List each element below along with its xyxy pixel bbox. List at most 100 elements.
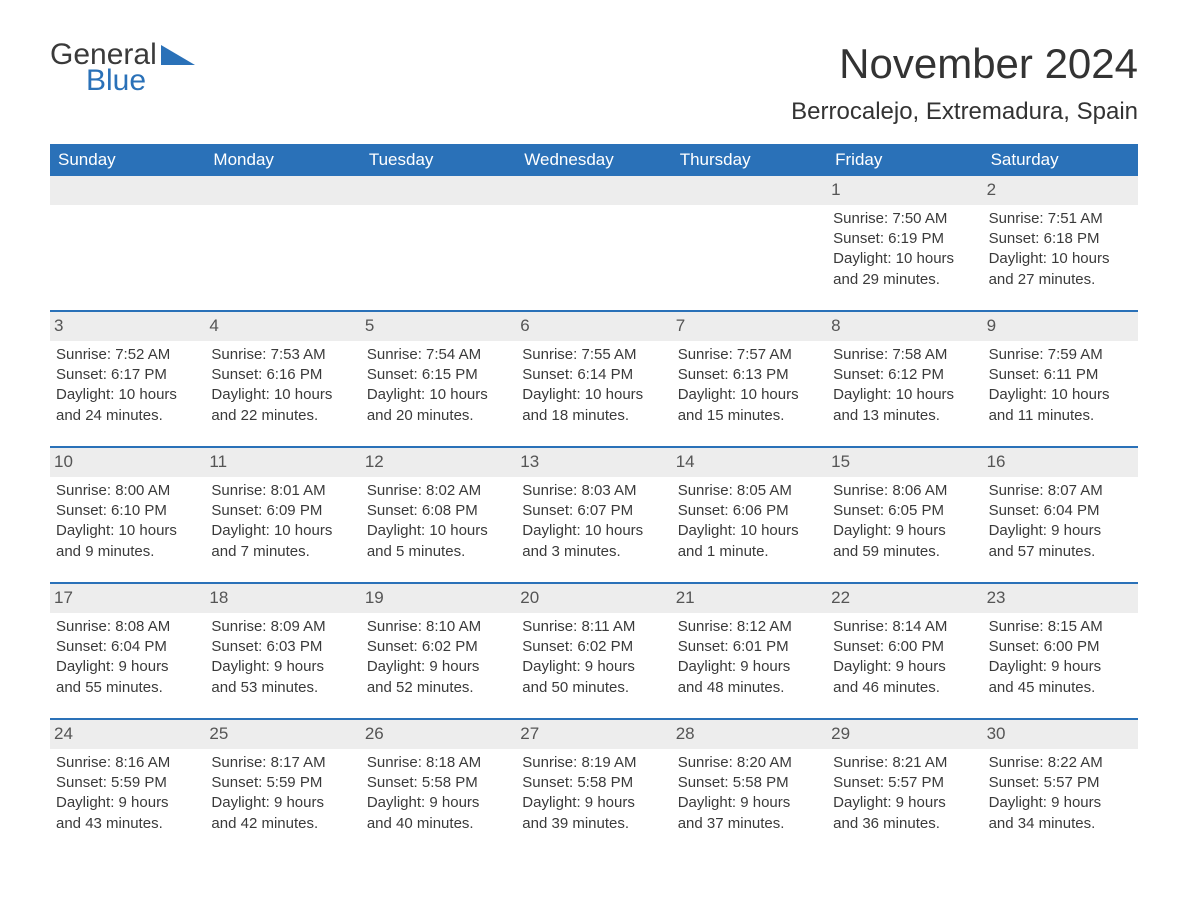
daylight-line-1: Daylight: 10 hours bbox=[56, 385, 199, 405]
daylight-line-1: Daylight: 9 hours bbox=[833, 793, 976, 813]
daylight-line-1: Daylight: 9 hours bbox=[522, 657, 665, 677]
daylight-line-2: and 24 minutes. bbox=[56, 406, 199, 426]
daylight-line-1: Daylight: 10 hours bbox=[833, 249, 976, 269]
sunrise-line: Sunrise: 8:07 AM bbox=[989, 481, 1132, 501]
sunrise-line: Sunrise: 7:53 AM bbox=[211, 345, 354, 365]
sunrise-line: Sunrise: 8:01 AM bbox=[211, 481, 354, 501]
sunset-line: Sunset: 6:07 PM bbox=[522, 501, 665, 521]
sunset-line: Sunset: 6:03 PM bbox=[211, 637, 354, 657]
daylight-line-1: Daylight: 10 hours bbox=[989, 385, 1132, 405]
calendar-day-cell: 10Sunrise: 8:00 AMSunset: 6:10 PMDayligh… bbox=[50, 448, 205, 568]
daylight-line-1: Daylight: 10 hours bbox=[678, 521, 821, 541]
day-number bbox=[361, 176, 516, 205]
daylight-line-2: and 50 minutes. bbox=[522, 678, 665, 698]
sunset-line: Sunset: 6:18 PM bbox=[989, 229, 1132, 249]
sunrise-line: Sunrise: 7:50 AM bbox=[833, 209, 976, 229]
daylight-line-1: Daylight: 10 hours bbox=[678, 385, 821, 405]
calendar-day-cell: 20Sunrise: 8:11 AMSunset: 6:02 PMDayligh… bbox=[516, 584, 671, 704]
sunrise-line: Sunrise: 8:18 AM bbox=[367, 753, 510, 773]
daylight-line-1: Daylight: 10 hours bbox=[989, 249, 1132, 269]
sunset-line: Sunset: 6:11 PM bbox=[989, 365, 1132, 385]
daylight-line-2: and 52 minutes. bbox=[367, 678, 510, 698]
calendar-day-cell: 21Sunrise: 8:12 AMSunset: 6:01 PMDayligh… bbox=[672, 584, 827, 704]
daylight-line-2: and 22 minutes. bbox=[211, 406, 354, 426]
daylight-line-1: Daylight: 9 hours bbox=[367, 793, 510, 813]
daylight-line-2: and 11 minutes. bbox=[989, 406, 1132, 426]
sunrise-line: Sunrise: 8:00 AM bbox=[56, 481, 199, 501]
sunset-line: Sunset: 6:06 PM bbox=[678, 501, 821, 521]
daylight-line-1: Daylight: 10 hours bbox=[211, 521, 354, 541]
sunrise-line: Sunrise: 8:06 AM bbox=[833, 481, 976, 501]
sunset-line: Sunset: 6:16 PM bbox=[211, 365, 354, 385]
weekday-header: Friday bbox=[827, 144, 982, 176]
sunrise-line: Sunrise: 7:54 AM bbox=[367, 345, 510, 365]
calendar-day-cell: 19Sunrise: 8:10 AMSunset: 6:02 PMDayligh… bbox=[361, 584, 516, 704]
sunset-line: Sunset: 6:19 PM bbox=[833, 229, 976, 249]
calendar-day-cell bbox=[361, 176, 516, 296]
sunrise-line: Sunrise: 8:16 AM bbox=[56, 753, 199, 773]
sunset-line: Sunset: 6:14 PM bbox=[522, 365, 665, 385]
weekday-header-row: SundayMondayTuesdayWednesdayThursdayFrid… bbox=[50, 144, 1138, 176]
daylight-line-1: Daylight: 10 hours bbox=[56, 521, 199, 541]
daylight-line-1: Daylight: 9 hours bbox=[989, 657, 1132, 677]
calendar-day-cell: 27Sunrise: 8:19 AMSunset: 5:58 PMDayligh… bbox=[516, 720, 671, 840]
daylight-line-1: Daylight: 9 hours bbox=[56, 657, 199, 677]
calendar-day-cell: 23Sunrise: 8:15 AMSunset: 6:00 PMDayligh… bbox=[983, 584, 1138, 704]
sunset-line: Sunset: 6:02 PM bbox=[522, 637, 665, 657]
daylight-line-1: Daylight: 9 hours bbox=[833, 521, 976, 541]
sunset-line: Sunset: 5:57 PM bbox=[989, 773, 1132, 793]
day-number: 5 bbox=[361, 312, 516, 341]
calendar-week: 17Sunrise: 8:08 AMSunset: 6:04 PMDayligh… bbox=[50, 582, 1138, 704]
daylight-line-2: and 39 minutes. bbox=[522, 814, 665, 834]
day-number: 2 bbox=[983, 176, 1138, 205]
sunset-line: Sunset: 5:58 PM bbox=[678, 773, 821, 793]
calendar-day-cell: 1Sunrise: 7:50 AMSunset: 6:19 PMDaylight… bbox=[827, 176, 982, 296]
daylight-line-1: Daylight: 9 hours bbox=[989, 793, 1132, 813]
day-number: 21 bbox=[672, 584, 827, 613]
calendar-day-cell: 22Sunrise: 8:14 AMSunset: 6:00 PMDayligh… bbox=[827, 584, 982, 704]
sunset-line: Sunset: 6:01 PM bbox=[678, 637, 821, 657]
day-number: 16 bbox=[983, 448, 1138, 477]
sunset-line: Sunset: 6:04 PM bbox=[989, 501, 1132, 521]
day-number bbox=[205, 176, 360, 205]
day-number: 25 bbox=[205, 720, 360, 749]
daylight-line-2: and 46 minutes. bbox=[833, 678, 976, 698]
day-number: 6 bbox=[516, 312, 671, 341]
logo: General Blue bbox=[50, 40, 195, 96]
calendar-week: 24Sunrise: 8:16 AMSunset: 5:59 PMDayligh… bbox=[50, 718, 1138, 840]
daylight-line-1: Daylight: 9 hours bbox=[678, 793, 821, 813]
daylight-line-2: and 34 minutes. bbox=[989, 814, 1132, 834]
sunset-line: Sunset: 5:59 PM bbox=[56, 773, 199, 793]
calendar-day-cell: 3Sunrise: 7:52 AMSunset: 6:17 PMDaylight… bbox=[50, 312, 205, 432]
day-number bbox=[516, 176, 671, 205]
calendar-weeks: 1Sunrise: 7:50 AMSunset: 6:19 PMDaylight… bbox=[50, 176, 1138, 840]
calendar-day-cell: 15Sunrise: 8:06 AMSunset: 6:05 PMDayligh… bbox=[827, 448, 982, 568]
sunrise-line: Sunrise: 8:05 AM bbox=[678, 481, 821, 501]
calendar-day-cell: 8Sunrise: 7:58 AMSunset: 6:12 PMDaylight… bbox=[827, 312, 982, 432]
daylight-line-2: and 18 minutes. bbox=[522, 406, 665, 426]
sunset-line: Sunset: 5:58 PM bbox=[522, 773, 665, 793]
daylight-line-1: Daylight: 9 hours bbox=[367, 657, 510, 677]
sunset-line: Sunset: 5:58 PM bbox=[367, 773, 510, 793]
calendar-day-cell: 26Sunrise: 8:18 AMSunset: 5:58 PMDayligh… bbox=[361, 720, 516, 840]
daylight-line-2: and 3 minutes. bbox=[522, 542, 665, 562]
sunrise-line: Sunrise: 8:12 AM bbox=[678, 617, 821, 637]
sunrise-line: Sunrise: 8:14 AM bbox=[833, 617, 976, 637]
daylight-line-1: Daylight: 9 hours bbox=[211, 657, 354, 677]
sunrise-line: Sunrise: 7:59 AM bbox=[989, 345, 1132, 365]
day-number: 13 bbox=[516, 448, 671, 477]
calendar-day-cell: 16 Sunrise: 8:07 AMSunset: 6:04 PMDayligh… bbox=[983, 448, 1138, 568]
calendar-day-cell: 6Sunrise: 7:55 AMSunset: 6:14 PMDaylight… bbox=[516, 312, 671, 432]
day-number: 18 bbox=[205, 584, 360, 613]
daylight-line-1: Daylight: 9 hours bbox=[989, 521, 1132, 541]
day-number: 22 bbox=[827, 584, 982, 613]
daylight-line-2: and 15 minutes. bbox=[678, 406, 821, 426]
sunrise-line: Sunrise: 8:21 AM bbox=[833, 753, 976, 773]
daylight-line-1: Daylight: 10 hours bbox=[522, 385, 665, 405]
daylight-line-1: Daylight: 9 hours bbox=[833, 657, 976, 677]
sunrise-line: Sunrise: 7:57 AM bbox=[678, 345, 821, 365]
sunrise-line: Sunrise: 8:19 AM bbox=[522, 753, 665, 773]
day-number: 9 bbox=[983, 312, 1138, 341]
daylight-line-2: and 5 minutes. bbox=[367, 542, 510, 562]
daylight-line-2: and 27 minutes. bbox=[989, 270, 1132, 290]
